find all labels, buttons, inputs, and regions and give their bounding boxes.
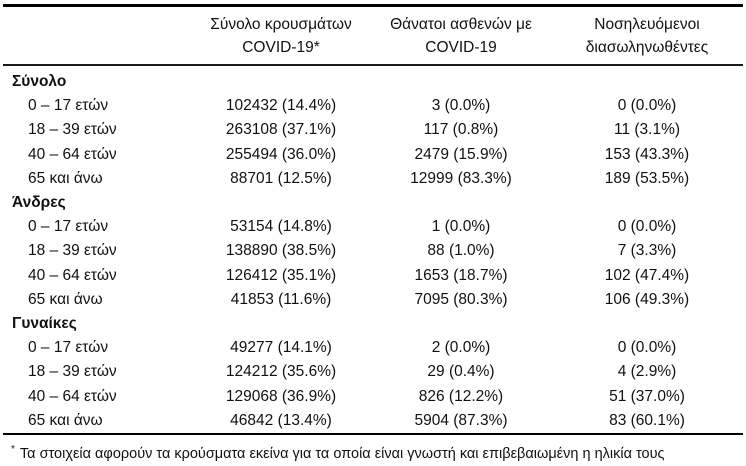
deaths-value: 5904 (87.3%) xyxy=(414,411,508,429)
intubated-value: 7 (3.3%) xyxy=(617,242,677,260)
section-label: Άνδρες xyxy=(12,194,66,212)
table-row: 0 – 17 ετών 102432 (14.4%) 3 (0.0%) 0 (0… xyxy=(3,94,743,118)
table-row: 0 – 17 ετών 49277 (14.1%) 2 (0.0%) 0 (0.… xyxy=(3,336,743,360)
cases-value: 41853 (11.6%) xyxy=(230,290,332,308)
intubated-value: 4 (2.9%) xyxy=(617,363,677,381)
footnote-text: Τα στοιχεία αφορούν τα κρούσματα εκείνα … xyxy=(19,445,665,462)
cases-value: 129068 (36.9%) xyxy=(225,387,337,405)
cases-value: 102432 (14.4%) xyxy=(225,97,337,115)
deaths-value: 88 (1.0%) xyxy=(427,242,495,260)
intubated-value: 153 (43.3%) xyxy=(604,145,690,163)
covid-age-sex-table: Σύνολο κρουσμάτων COVID-19* Θάνατοι ασθε… xyxy=(3,4,743,436)
cases-value: 263108 (37.1%) xyxy=(225,121,337,139)
intubated-value: 0 (0.0%) xyxy=(617,339,677,357)
age-label: 0 – 17 ετών xyxy=(28,218,109,236)
age-label: 65 και άνω xyxy=(28,290,103,308)
table-row: 18 – 39 ετών 138890 (38.5%) 88 (1.0%) 7 … xyxy=(3,239,743,263)
cases-value: 126412 (35.1%) xyxy=(225,266,337,284)
table-row: 18 – 39 ετών 263108 (37.1%) 117 (0.8%) 1… xyxy=(3,118,743,142)
col-header-line: διασωληνωθέντες xyxy=(585,39,709,56)
table-row: 0 – 17 ετών 53154 (14.8%) 1 (0.0%) 0 (0.… xyxy=(3,215,743,239)
table-row: 18 – 39 ετών 124212 (35.6%) 29 (0.4%) 4 … xyxy=(3,360,743,384)
footnote-marker: * xyxy=(11,444,15,456)
table-row: 65 και άνω 41853 (11.6%) 7095 (80.3%) 10… xyxy=(3,288,743,312)
intubated-value: 51 (37.0%) xyxy=(609,387,685,405)
deaths-value: 12999 (83.3%) xyxy=(410,169,512,187)
intubated-value: 11 (3.1%) xyxy=(613,121,681,139)
deaths-value: 2 (0.0%) xyxy=(431,339,491,357)
deaths-value: 826 (12.2%) xyxy=(418,387,504,405)
deaths-value: 7095 (80.3%) xyxy=(414,290,508,308)
col-header-line: Νοσηλευόμενοι xyxy=(594,16,700,33)
section-label: Σύνολο xyxy=(12,73,67,90)
section-header-row: Σύνολο xyxy=(3,65,743,94)
col-header-line: Σύνολο κρουσμάτων xyxy=(210,16,352,33)
deaths-value: 1 (0.0%) xyxy=(431,218,491,236)
intubated-value: 83 (60.1%) xyxy=(609,411,685,429)
cases-value: 255494 (36.0%) xyxy=(225,145,337,163)
col-header-line: Θάνατοι ασθενών με xyxy=(390,16,532,33)
table-row: 40 – 64 ετών 126412 (35.1%) 1653 (18.7%)… xyxy=(3,264,743,288)
age-label: 65 και άνω xyxy=(28,411,103,429)
age-label: 18 – 39 ετών xyxy=(28,363,117,381)
col-header-total-cases: Σύνολο κρουσμάτων COVID-19* xyxy=(191,5,371,66)
age-label: 0 – 17 ετών xyxy=(28,339,109,357)
deaths-value: 29 (0.4%) xyxy=(427,363,495,381)
cases-value: 49277 (14.1%) xyxy=(230,339,332,357)
col-header-line: COVID-19* xyxy=(242,39,320,56)
intubated-value: 0 (0.0%) xyxy=(617,97,677,115)
row-label-column-header xyxy=(3,5,191,66)
intubated-value: 189 (53.5%) xyxy=(604,169,690,187)
deaths-value: 2479 (15.9%) xyxy=(414,145,508,163)
age-label: 18 – 39 ετών xyxy=(28,121,117,139)
intubated-value: 102 (47.4%) xyxy=(604,266,690,284)
cases-value: 53154 (14.8%) xyxy=(230,218,332,236)
age-label: 40 – 64 ετών xyxy=(28,387,117,405)
age-label: 40 – 64 ετών xyxy=(28,266,117,284)
age-label: 0 – 17 ετών xyxy=(28,97,109,115)
table-row: 65 και άνω 46842 (13.4%) 5904 (87.3%) 83… xyxy=(3,409,743,434)
deaths-value: 117 (0.8%) xyxy=(423,121,499,139)
header-row: Σύνολο κρουσμάτων COVID-19* Θάνατοι ασθε… xyxy=(3,5,743,66)
table-row: 40 – 64 ετών 129068 (36.9%) 826 (12.2%) … xyxy=(3,385,743,409)
cases-value: 46842 (13.4%) xyxy=(230,411,332,429)
table-row: 40 – 64 ετών 255494 (36.0%) 2479 (15.9%)… xyxy=(3,143,743,167)
section-label: Γυναίκες xyxy=(12,315,77,333)
intubated-value: 0 (0.0%) xyxy=(617,218,677,236)
cases-value: 88701 (12.5%) xyxy=(230,169,332,187)
col-header-deaths: Θάνατοι ασθενών με COVID-19 xyxy=(371,5,551,66)
col-header-line: COVID-19 xyxy=(425,39,497,56)
age-label: 65 και άνω xyxy=(28,169,103,187)
table-row: 65 και άνω 88701 (12.5%) 12999 (83.3%) 1… xyxy=(3,167,743,191)
deaths-value: 1653 (18.7%) xyxy=(414,266,508,284)
age-label: 40 – 64 ετών xyxy=(28,145,117,163)
age-label: 18 – 39 ετών xyxy=(28,242,117,260)
cases-value: 124212 (35.6%) xyxy=(225,363,337,381)
cases-value: 138890 (38.5%) xyxy=(225,242,337,260)
intubated-value: 106 (49.3%) xyxy=(604,290,690,308)
col-header-intubated: Νοσηλευόμενοι διασωληνωθέντες xyxy=(551,5,743,66)
footnote: * Τα στοιχεία αφορούν τα κρούσματα εκείνα… xyxy=(3,441,743,463)
section-header-row: Άνδρες xyxy=(3,191,743,215)
deaths-value: 3 (0.0%) xyxy=(431,97,491,115)
section-header-row: Γυναίκες xyxy=(3,312,743,336)
